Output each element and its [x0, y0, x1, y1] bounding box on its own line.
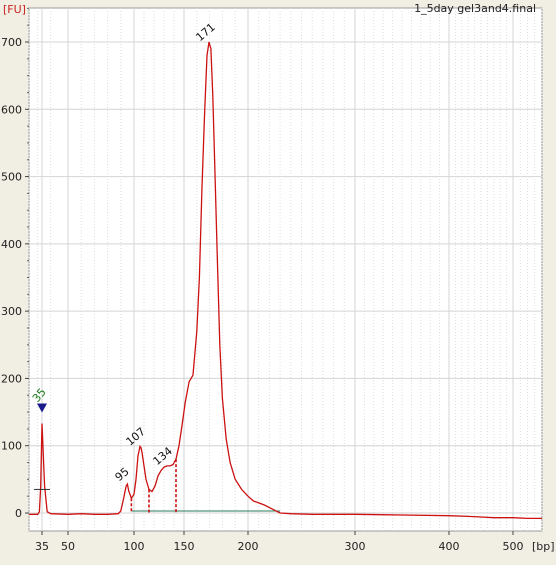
grid — [28, 8, 543, 531]
x-tick-label: 400 — [439, 540, 460, 553]
x-unit-label: [bp] — [532, 540, 555, 553]
y-axis: 0 100 200 300 400 500 600 700 — [1, 7, 29, 520]
y-tick-label: 200 — [1, 372, 22, 385]
x-tick-label: 150 — [174, 540, 195, 553]
x-tick-label: 300 — [345, 540, 366, 553]
chart-title: 1_5day gel3and4.final — [414, 2, 536, 15]
plot-area — [28, 7, 543, 532]
y-unit-label: [FU] — [3, 3, 26, 16]
x-tick-label: 200 — [238, 540, 259, 553]
y-tick-label: 0 — [15, 507, 22, 520]
x-tick-label: 35 — [35, 540, 49, 553]
y-tick-label: 300 — [1, 305, 22, 318]
y-tick-label: 500 — [1, 171, 22, 184]
x-tick-label: 100 — [124, 540, 145, 553]
series-layer — [29, 41, 542, 520]
lower-marker-triangle — [37, 403, 47, 413]
series-line — [29, 41, 542, 520]
y-tick-label: 700 — [1, 36, 22, 49]
x-tick-label: 50 — [61, 540, 75, 553]
x-axis: 35 50 100 150 200 300 400 500 — [35, 531, 524, 553]
y-tick-label: 400 — [1, 238, 22, 251]
y-tick-label: 100 — [1, 440, 22, 453]
x-tick-label: 500 — [503, 540, 524, 553]
y-tick-label: 600 — [1, 103, 22, 116]
